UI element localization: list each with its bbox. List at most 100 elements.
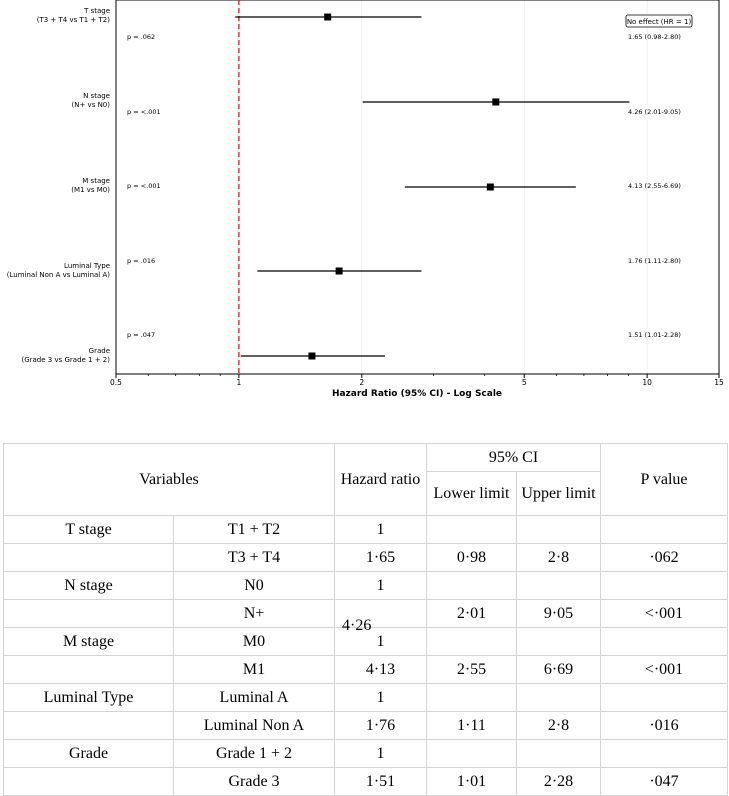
table-row: T stage T1 + T2 1 (3, 515, 729, 544)
row-label: T stage (83, 7, 110, 15)
cell-lower: 2·01 (426, 599, 517, 628)
row-label: Grade (89, 347, 110, 355)
x-axis-label: Hazard Ratio (95% CI) - Log Scale (332, 389, 502, 399)
header-lower-limit: Lower limit (426, 471, 517, 516)
cell-level: Grade 1 + 2 (173, 739, 335, 768)
table-row: Grade 3 1·51 1·01 2·28·047 (3, 767, 729, 796)
cell-hr: 1 (334, 683, 427, 712)
header-variables: Variables (3, 443, 335, 516)
hr-point (324, 13, 332, 21)
p-value-label: p = .047 (127, 331, 155, 339)
header-p-value: P value (600, 443, 729, 516)
cell-p: <·001 (600, 599, 729, 628)
cell-level: M0 (173, 627, 335, 656)
cell-variable (3, 767, 174, 796)
cell-level: T1 + T2 (173, 515, 335, 544)
cell-lower: 1·11 (426, 711, 517, 740)
cell-level: T3 + T4 (173, 543, 335, 572)
cell-variable (3, 711, 174, 740)
cell-hr: 1 (334, 739, 427, 768)
table-row: T3 + T4 1·65 0·98 2·8·062 (3, 543, 729, 572)
cell-variable (3, 655, 174, 684)
cell-upper: 9·05 (515, 599, 602, 628)
header-hazard-ratio: Hazard ratio (334, 443, 427, 516)
cell-p (600, 515, 729, 544)
cell-level: N0 (173, 571, 335, 600)
hr-ci-label: 1.76 (1.11-2.80) (628, 257, 681, 265)
cell-hr: 4·13 (334, 655, 427, 684)
row-label: N stage (83, 92, 110, 100)
legend-label: No effect (HR = 1) (627, 18, 692, 26)
cell-variable: Grade (3, 739, 174, 768)
header-ci: 95% CI (425, 443, 602, 472)
cell-hr: 1 (334, 515, 427, 544)
cell-lower: 1·01 (426, 767, 517, 796)
cell-upper: 2·8 (515, 543, 602, 572)
row-label: M stage (82, 177, 110, 185)
forest-row: T stage(T3 + T4 vs T1 + T2) p = .062 1.65 … (37, 7, 681, 41)
hr-ci-label: 1.51 (1.01-2.28) (628, 331, 681, 339)
cell-upper: 2·28 (515, 767, 602, 796)
table-body: T stage T1 + T2 1 T3 + T4 1·65 0·98 2·8·062 N s… (3, 515, 729, 796)
x-axis: 0.5 1 2 5 10 15 (110, 374, 724, 387)
cell-variable: T stage (3, 515, 174, 544)
plot-frame (115, 0, 720, 375)
p-value-label: p = <.001 (127, 108, 161, 116)
hr-point (486, 183, 494, 191)
hr-ci-label: 1.65 (0.98-2.80) (628, 33, 681, 41)
cell-upper (515, 571, 602, 600)
cell-level: Grade 3 (173, 767, 335, 796)
x-tick-label: 0.5 (110, 378, 122, 387)
cell-variable (3, 599, 174, 628)
hr-ci-label: 4.26 (2.01-9.05) (628, 108, 681, 116)
x-tick-label: 2 (359, 378, 364, 387)
p-value-label: p = <.001 (127, 182, 161, 190)
cell-lower: 0·98 (426, 543, 517, 572)
cell-hr: 1 (334, 571, 427, 600)
header-upper-limit: Upper limit (515, 471, 602, 516)
forest-plot: 0.5 1 2 5 10 15 T stage(T3 + T4 vs T1 + T2) p … (7, 0, 724, 399)
cell-hr: 1·76 (334, 711, 427, 740)
hr-ci-label: 4.13 (2.55-6.69) (628, 182, 681, 190)
cell-p: ·016 (600, 711, 729, 740)
legend-box (625, 14, 693, 28)
cell-lower (426, 739, 517, 768)
row-sublabel: (Grade 3 vs Grade 1 + 2) (21, 356, 110, 364)
table-row: N stage N0 1 (3, 571, 729, 600)
cell-hr: 1 (334, 627, 427, 656)
cell-level: M1 (173, 655, 335, 684)
hr-point (335, 267, 343, 275)
cell-variable (3, 543, 174, 572)
cell-variable: N stage (3, 571, 174, 600)
row-sublabel: (M1 vs M0) (71, 186, 110, 194)
cell-hr: 1·51 (334, 767, 427, 796)
table-row: M1 4·13 2·55 6·69 <·001 (3, 655, 729, 684)
floating-hazard-value: 4·26 (342, 617, 372, 634)
row-sublabel: (Luminal Non A vs Luminal A) (7, 271, 110, 279)
cell-p (600, 683, 729, 712)
cell-upper: 6·69 (515, 655, 602, 684)
cell-p: <·001 (600, 655, 729, 684)
cell-upper (515, 683, 602, 712)
cell-lower: 2·55 (426, 655, 517, 684)
cell-lower (426, 683, 517, 712)
cell-upper (515, 515, 602, 544)
cell-variable: M stage (3, 627, 174, 656)
row-sublabel: (T3 + T4 vs T1 + T2) (37, 16, 111, 24)
cell-hr: 1·65 (334, 543, 427, 572)
row-label: Luminal Type (64, 262, 110, 270)
forest-row: Luminal Type(Luminal Non A vs Luminal A)… (7, 257, 681, 279)
table-row: N+ 2·01 9·05 <·001 (3, 599, 729, 628)
cell-level: Luminal A (173, 683, 335, 712)
forest-row: N stage(N+ vs N0) p = <.001 4.26 (2.01-9.0… (72, 92, 681, 116)
cell-variable: Luminal Type (3, 683, 174, 712)
legend: No effect (HR = 1) (625, 14, 693, 28)
x-tick-label: 15 (714, 378, 724, 387)
cell-lower (426, 515, 517, 544)
row-sublabel: (N+ vs N0) (72, 101, 111, 109)
cell-p: ·062 (600, 543, 729, 572)
hr-point (308, 352, 316, 360)
cell-p (600, 627, 729, 656)
cell-upper: 2·8 (515, 711, 602, 740)
